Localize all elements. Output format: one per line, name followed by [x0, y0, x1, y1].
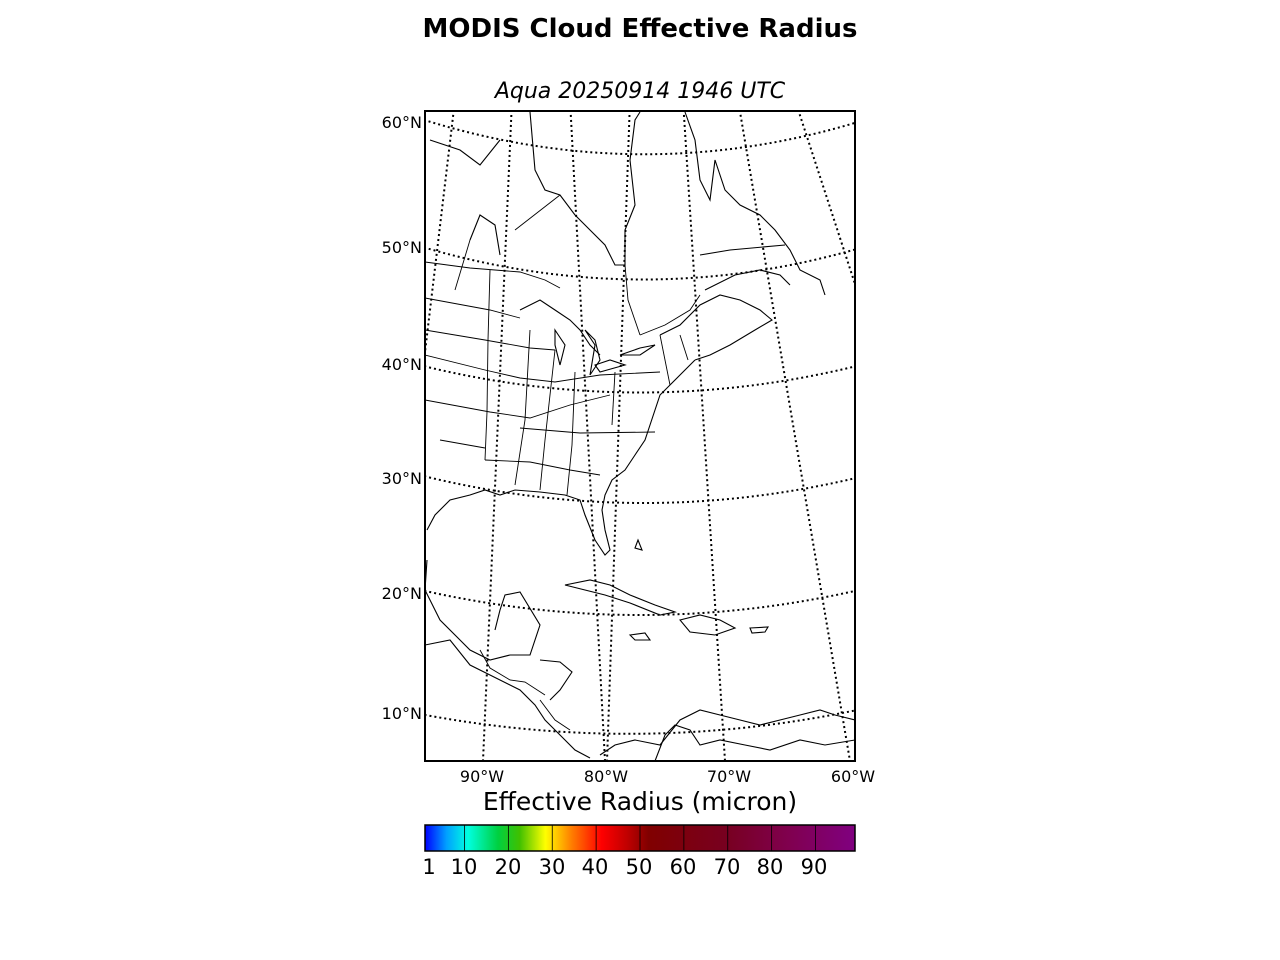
lat-label-50: 50°N: [381, 238, 422, 257]
lat-label-40: 40°N: [381, 355, 422, 374]
lon-label-90w: 90°W: [459, 767, 505, 786]
colorbar-tick-1: 1: [422, 855, 436, 879]
lat-label-10: 10°N: [381, 704, 422, 723]
lat-label-60: 60°N: [381, 113, 422, 132]
colorbar-tick-60: 60: [669, 855, 697, 879]
coastlines: [425, 111, 855, 761]
colorbar-tick-30: 30: [538, 855, 566, 879]
lat-label-30: 30°N: [381, 469, 422, 488]
lat-label-20: 20°N: [381, 584, 422, 603]
chart-title: MODIS Cloud Effective Radius: [422, 14, 858, 44]
lon-label-70w: 70°W: [706, 767, 752, 786]
chart-subtitle: Aqua 20250914 1946 UTC: [494, 79, 786, 104]
colorbar-tick-80: 80: [756, 855, 784, 879]
colorbar-tick-20: 20: [494, 855, 522, 879]
colorbar-label: Effective Radius (micron): [482, 787, 798, 816]
colorbar-tick-40: 40: [581, 855, 609, 879]
longitude-gridlines: [425, 111, 855, 761]
colorbar-tick-70: 70: [713, 855, 741, 879]
colorbar-tick-10: 10: [450, 855, 478, 879]
lon-label-80w: 80°W: [583, 767, 629, 786]
map-frame: [424, 110, 856, 762]
political-borders: [425, 194, 701, 731]
colorbar-tick-50: 50: [625, 855, 653, 879]
lon-label-60w: 60°W: [830, 767, 876, 786]
latitude-gridlines: [425, 119, 855, 735]
colorbar-tick-90: 90: [800, 855, 828, 879]
colorbar-divisions: [424, 825, 816, 851]
